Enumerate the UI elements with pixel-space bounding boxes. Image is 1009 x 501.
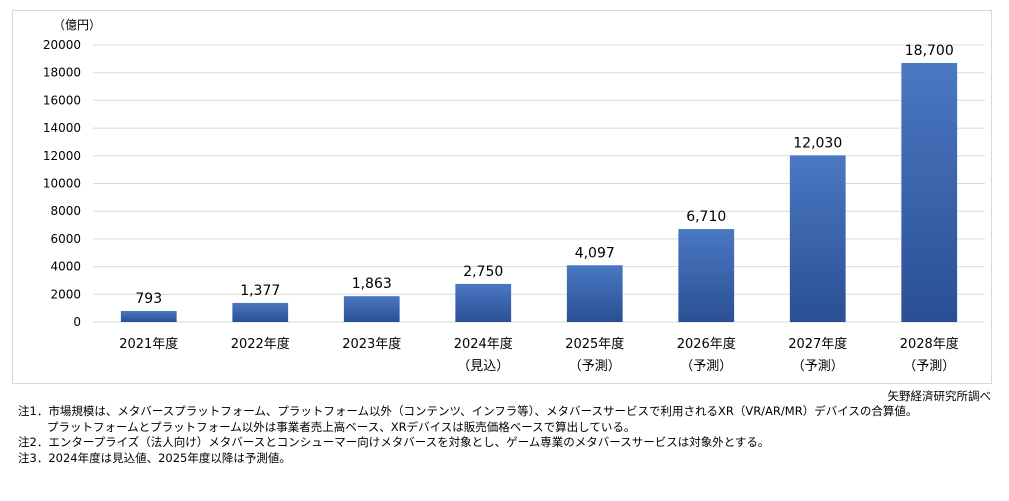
note-1-line-1: 注1．市場規模は、メタバースプラットフォーム、プラットフォーム以外（コンテンツ、… — [18, 404, 918, 418]
y-axis-unit-label: （億円） — [53, 18, 101, 32]
bar-value-label: 18,700 — [905, 43, 954, 59]
y-tick-label: 2000 — [50, 287, 81, 301]
bar — [120, 311, 177, 322]
x-category-sublabel: （予測） — [569, 359, 621, 374]
y-tick-label: 12000 — [43, 149, 81, 163]
y-tick-label: 8000 — [50, 204, 81, 218]
bar — [566, 265, 623, 322]
bar-value-label: 1,377 — [240, 283, 280, 299]
bar-chart: （億円） 0 2000 4000 6000 8000 10000 12000 14000 160… — [43, 18, 985, 374]
y-tick-label: 6000 — [50, 232, 81, 246]
bar — [901, 63, 958, 322]
bar-value-label: 2,750 — [463, 264, 503, 280]
bar-value-label: 1,863 — [352, 276, 392, 292]
note-3: 注3．2024年度は見込値、2025年度以降は予測値。 — [18, 450, 291, 465]
bar — [232, 302, 289, 322]
source-credit: 矢野経済研究所調べ — [887, 389, 992, 403]
x-category-sublabel: （予測） — [792, 359, 844, 374]
y-tick-label: 16000 — [43, 93, 81, 107]
x-category-label: 2023年度 — [342, 336, 401, 352]
bar-value-label: 793 — [135, 291, 162, 307]
y-tick-label: 4000 — [50, 260, 81, 274]
x-category-label: 2026年度 — [677, 336, 736, 352]
x-category-sublabel: （予測） — [903, 359, 955, 374]
x-category-label: 2027年度 — [788, 336, 847, 352]
bar-value-label: 6,710 — [686, 209, 726, 225]
y-tick-label: 10000 — [43, 177, 81, 191]
bar — [455, 283, 512, 322]
y-tick-label: 0 — [73, 315, 81, 329]
chart-frame: （億円） 0 2000 4000 6000 8000 10000 12000 14000 160… — [12, 10, 992, 384]
bar — [678, 229, 735, 322]
x-category-label: 2024年度 — [454, 336, 513, 352]
y-tick-label: 18000 — [43, 66, 81, 80]
x-category-sublabel: （予測） — [680, 359, 732, 374]
note-1-line-2: プラットフォームとプラットフォーム以外は事業者売上高ベース、XRデバイスは販売価… — [47, 419, 636, 434]
x-category-label: 2028年度 — [900, 336, 959, 352]
y-tick-label: 20000 — [43, 38, 81, 52]
bar-value-label: 4,097 — [575, 245, 615, 261]
x-category-label: 2025年度 — [565, 336, 624, 352]
x-category-label: 2022年度 — [231, 336, 290, 352]
x-category-label: 2021年度 — [119, 336, 178, 352]
x-category-sublabel: （見込） — [457, 359, 509, 374]
bar — [343, 296, 400, 322]
notes: 注1．市場規模は、メタバースプラットフォーム、プラットフォーム以外（コンテンツ、… — [18, 404, 917, 466]
note-2: 注2．エンタープライズ（法人向け）メタバースとコンシューマー向けメタバースを対象… — [18, 435, 770, 449]
y-tick-label: 14000 — [43, 121, 81, 135]
bar-value-label: 12,030 — [793, 135, 842, 151]
bar — [789, 155, 846, 322]
